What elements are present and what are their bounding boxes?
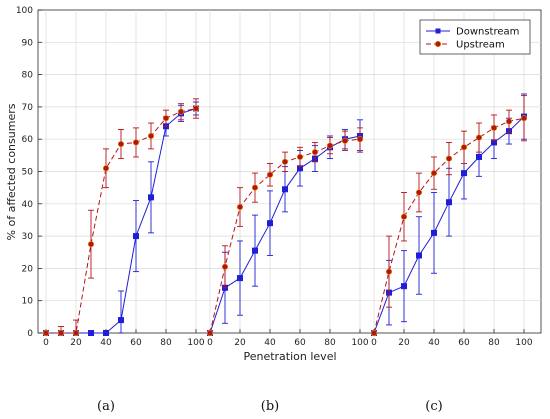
data-point-circle [370,329,378,337]
data-point-circle [430,170,438,177]
y-tick-label: 90 [22,38,34,48]
x-tick-label: 0 [43,338,49,348]
legend: Downstream Upstream [419,19,531,55]
data-point-circle [311,149,319,156]
x-tick-label: 20 [398,338,410,348]
data-point-circle [132,139,140,146]
y-tick-label: 30 [22,232,34,242]
data-point-square [237,275,243,282]
x-tick-label: 0 [371,338,377,348]
data-point-square [252,247,258,254]
legend-marker-circle [434,40,442,48]
series-upstream-panel-2 [206,127,364,337]
data-point-circle [162,115,170,122]
legend-marker-square [435,28,441,34]
data-point-square [148,194,154,201]
legend-entry: Upstream [456,40,505,51]
y-tick-label: 10 [22,297,34,307]
x-tick-label: 0 [207,338,213,348]
data-point-circle [475,134,483,141]
y-tick-label: 70 [22,103,34,113]
x-tick-label: 80 [488,338,500,348]
panel-label: (a) [97,399,115,414]
x-tick-label: 60 [130,338,142,348]
x-tick-label: 40 [264,338,276,348]
x-tick-label: 40 [100,338,112,348]
panel-label: (b) [261,399,279,414]
data-point-square [282,186,288,193]
data-point-circle [296,153,304,161]
legend-entry: Downstream [456,27,519,38]
y-tick-label: 80 [22,71,34,81]
data-point-circle [505,118,513,125]
data-point-circle [177,108,185,115]
x-tick-label: 20 [234,338,246,348]
data-point-circle [341,137,349,144]
data-point-circle [281,158,289,165]
data-point-square [401,283,407,290]
data-point-circle [490,124,498,131]
data-point-circle [192,105,200,112]
data-point-square [431,229,437,236]
data-point-circle [236,203,244,211]
x-tick-label: 100 [515,338,532,348]
data-point-circle [326,142,334,149]
data-point-square [446,199,452,206]
legend-box [419,19,531,55]
x-tick-label: 60 [458,338,470,348]
data-point-circle [102,165,110,172]
data-point-square [267,220,273,227]
data-point-circle [520,115,528,122]
panel-labels: (a) (b) (c) [97,399,443,414]
data-point-circle [385,268,393,275]
data-point-circle [415,189,423,196]
y-axis-label: % of affected consumers [5,103,18,240]
data-point-circle [57,329,65,337]
data-point-circle [72,329,80,337]
data-point-circle [206,329,214,337]
data-point-circle [117,140,125,148]
x-tick-label: 20 [70,338,82,348]
panel-label: (c) [425,399,442,414]
data-point-square [103,330,109,336]
x-tick-label: 80 [160,338,172,348]
data-point-square [133,233,139,240]
data-point-square [118,317,124,324]
data-point-circle [460,144,468,151]
data-point-square [476,153,482,160]
x-tick-label: 80 [324,338,336,348]
data-point-square [416,252,422,259]
data-point-circle [400,213,408,220]
y-tick-label: 100 [16,6,33,16]
y-tick-label: 0 [27,329,33,339]
series-upstream-panel-1 [42,98,200,337]
data-point-square [461,170,467,177]
data-point-circle [445,155,453,162]
x-tick-label: 40 [428,338,440,348]
y-tick-label: 50 [22,168,34,178]
data-point-circle [42,329,50,337]
data-point-circle [147,132,155,140]
data-point-circle [356,136,364,143]
y-tick-label: 40 [22,200,34,210]
x-tick-label: 60 [294,338,306,348]
data-point-circle [251,184,259,191]
data-point-circle [87,241,95,248]
data-point-circle [266,171,274,178]
data-point-circle [221,263,229,270]
y-tick-label: 20 [22,264,34,274]
series-upstream-panel-3 [370,95,528,337]
y-tick-label: 60 [22,135,34,145]
series-layer [42,93,528,337]
data-point-square [88,330,94,336]
x-tick-label: 100 [351,338,368,348]
x-axis-label: Penetration level [243,350,336,363]
x-tick-label: 100 [187,338,204,348]
